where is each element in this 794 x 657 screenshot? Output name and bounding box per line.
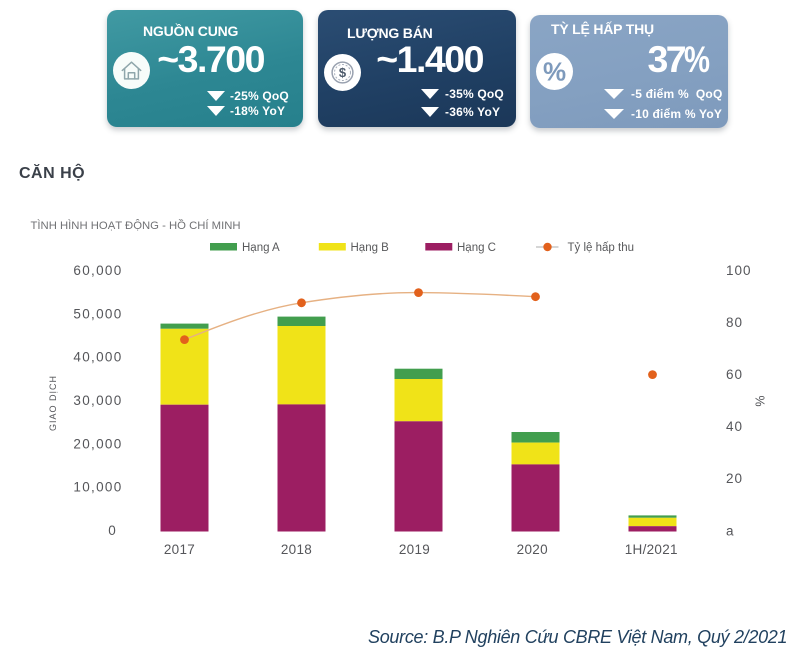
svg-text:TÌNH HÌNH HOẠT ĐỘNG - HỒ CHÍ M: TÌNH HÌNH HOẠT ĐỘNG - HỒ CHÍ MINH — [31, 219, 241, 232]
svg-text:2019: 2019 — [399, 542, 430, 557]
svg-text:GIAO DỊCH: GIAO DỊCH — [48, 375, 58, 431]
svg-text:100: 100 — [726, 263, 752, 278]
svg-text:Hạng A: Hạng A — [242, 242, 280, 254]
svg-text:20: 20 — [726, 471, 743, 486]
svg-text:2018: 2018 — [281, 542, 312, 557]
svg-text:50,000: 50,000 — [73, 306, 122, 321]
svg-text:60: 60 — [726, 367, 743, 382]
svg-text:10,000: 10,000 — [73, 480, 122, 495]
svg-text:1H/2021: 1H/2021 — [625, 542, 678, 557]
svg-text:20,000: 20,000 — [73, 436, 122, 451]
svg-text:Hạng C: Hạng C — [457, 242, 496, 254]
svg-text:$: $ — [339, 65, 347, 80]
svg-text:30,000: 30,000 — [73, 393, 122, 408]
svg-text:%: % — [543, 57, 566, 87]
svg-text:40,000: 40,000 — [73, 350, 122, 365]
svg-text:Tỷ lệ hấp thu: Tỷ lệ hấp thu — [568, 242, 634, 254]
svg-text:40: 40 — [726, 419, 743, 434]
svg-text:2017: 2017 — [164, 542, 195, 557]
svg-text:Hạng B: Hạng B — [351, 242, 390, 254]
svg-text:80: 80 — [726, 315, 743, 330]
svg-text:2020: 2020 — [517, 542, 548, 557]
svg-text:a: a — [726, 524, 735, 539]
svg-text:60,000: 60,000 — [73, 263, 122, 278]
svg-text:0: 0 — [108, 523, 117, 538]
svg-text:%: % — [754, 395, 768, 406]
